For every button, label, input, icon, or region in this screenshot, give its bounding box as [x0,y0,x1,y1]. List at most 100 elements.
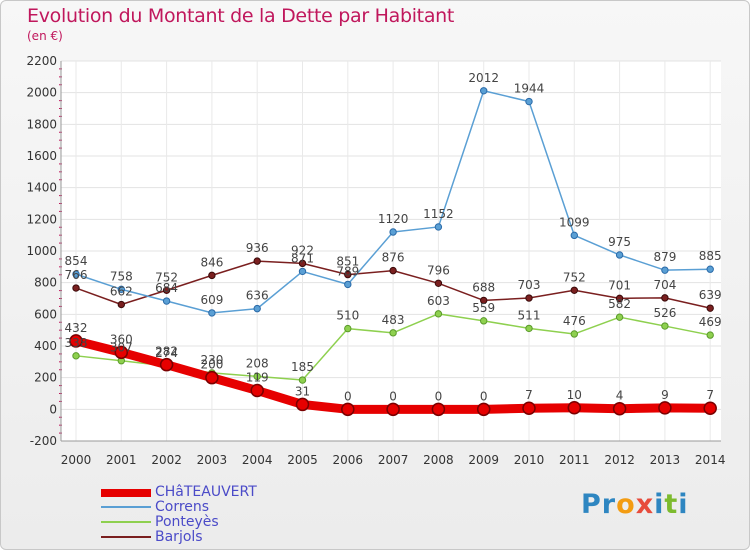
data-label-barjols: 752 [155,270,178,284]
data-label-ponteyes: 476 [563,314,586,328]
legend-label-ponteyes: Ponteyès [155,514,219,530]
data-label-barjols: 639 [699,288,722,302]
data-point-correns [434,223,443,231]
legend-item-correns: Correns [101,499,301,516]
legend-label-chateauvert: CHâTEAUVERT [155,484,257,500]
data-point-barjols [434,279,443,287]
data-label-chateauvert: 9 [661,388,669,402]
data-point-correns [389,228,397,236]
x-tick-label: 2010 [514,453,545,467]
data-point-barjols [480,296,488,305]
x-tick-label: 2008 [423,453,454,467]
data-label-chateauvert: 4 [616,389,624,403]
data-point-correns [480,87,488,95]
data-label-correns: 975 [608,235,631,249]
data-label-correns: 2012 [468,71,499,85]
data-point-ponteyes [615,313,624,321]
data-label-ponteyes: 185 [291,360,314,374]
logo-letter: o [616,489,636,520]
data-label-ponteyes: 582 [608,297,631,311]
data-label-barjols: 704 [653,278,676,292]
x-tick-label: 2006 [333,453,364,467]
data-label-chateauvert: 282 [155,345,178,359]
data-point-barjols [253,257,261,265]
data-label-barjols: 936 [246,241,269,255]
data-point-chateauvert [250,383,264,398]
legend-item-chateauvert: CHâTEAUVERT [101,484,301,501]
x-tick-label: 2014 [695,453,726,467]
data-point-correns [706,265,714,273]
data-label-ponteyes: 274 [155,346,178,360]
y-tick-label: 1200 [26,212,57,226]
data-label-chateauvert: 10 [567,388,582,402]
y-tick-label: 400 [34,339,57,353]
data-point-chateauvert [476,402,491,417]
y-tick-label: 200 [34,371,57,385]
data-point-chateauvert [703,401,717,415]
data-point-chateauvert [386,402,400,417]
data-label-barjols: 701 [608,278,631,292]
x-tick-label: 2004 [242,453,273,467]
data-label-ponteyes: 307 [110,341,133,355]
x-tick-label: 2000 [61,453,92,467]
data-point-ponteyes [706,331,714,339]
data-point-barjols [298,259,307,268]
logo-letter: i [654,489,665,520]
x-tick-label: 2001 [106,453,137,467]
data-point-correns [298,267,307,276]
data-point-ponteyes [389,329,397,337]
data-label-ponteyes: 559 [472,301,495,315]
data-point-correns [117,285,126,294]
data-label-chateauvert: 0 [344,389,352,403]
legend-label-correns: Correns [155,499,210,515]
x-tick-label: 2012 [604,453,635,467]
data-label-correns: 1120 [378,212,409,226]
legend-label-barjols: Barjols [155,529,203,545]
data-label-ponteyes: 603 [427,294,450,308]
data-point-barjols [706,304,714,312]
data-point-chateauvert [295,397,310,412]
data-point-correns [208,309,216,317]
data-point-chateauvert [522,401,536,415]
logo-letter: x [635,489,655,520]
data-point-chateauvert [159,357,174,372]
data-point-barjols [162,286,171,294]
data-label-correns: 871 [291,251,314,265]
data-point-barjols [525,294,533,302]
data-label-chateauvert: 360 [110,332,133,346]
data-label-correns: 758 [110,269,133,283]
data-point-correns [661,266,669,274]
data-point-chateauvert [658,401,672,415]
data-label-ponteyes: 510 [336,309,359,323]
data-point-barjols [661,294,669,302]
data-point-ponteyes [661,322,669,330]
data-label-correns: 609 [200,293,223,307]
chart-title: Evolution du Montant de la Dette par Hab… [27,5,455,27]
data-point-ponteyes [72,352,80,360]
data-point-ponteyes [298,376,307,384]
legend-swatch-ponteyes [101,521,151,523]
x-tick-label: 2011 [559,453,590,467]
data-point-ponteyes [434,310,443,318]
data-label-chateauvert: 0 [480,389,488,403]
unit-label: (en €) [27,29,63,43]
logo-letter: P [581,489,602,520]
data-label-chateauvert: 7 [706,388,714,402]
data-label-ponteyes: 483 [382,313,405,327]
data-point-barjols [570,286,578,294]
data-label-barjols: 846 [200,255,223,269]
data-label-chateauvert: 432 [65,321,88,335]
data-point-correns [525,97,533,106]
data-point-chateauvert [69,334,83,348]
data-point-chateauvert [205,370,219,385]
data-point-correns [344,280,352,289]
data-label-chateauvert: 0 [435,389,443,403]
legend-swatch-barjols [101,536,151,538]
data-label-barjols: 766 [65,268,88,282]
data-point-ponteyes [344,324,352,333]
data-label-chateauvert: 0 [389,389,397,403]
data-label-ponteyes: 469 [699,315,722,329]
data-point-barjols [344,270,352,279]
data-label-ponteyes: 511 [518,308,541,322]
